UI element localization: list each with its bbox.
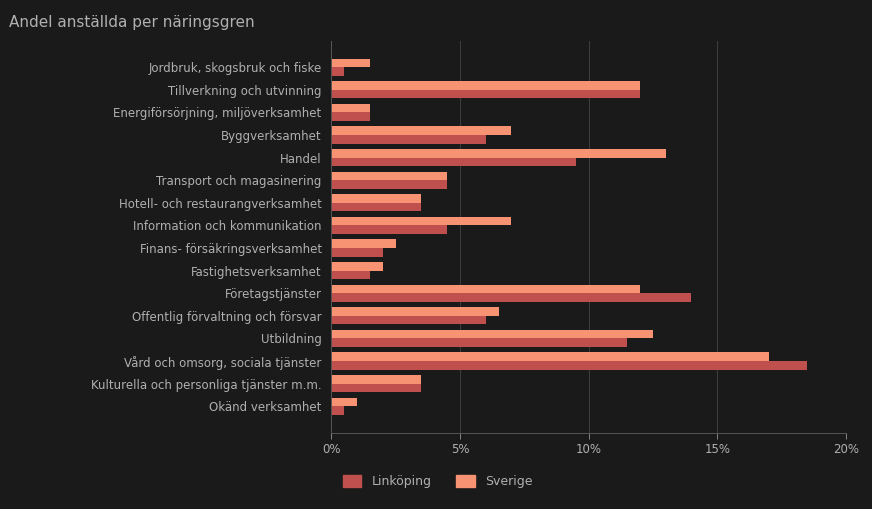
Bar: [331, 217, 511, 225]
Text: Andel anställda per näringsgren: Andel anställda per näringsgren: [9, 15, 255, 30]
Bar: [331, 262, 383, 271]
Bar: [331, 398, 358, 406]
Bar: [331, 158, 576, 166]
Bar: [331, 307, 499, 316]
Bar: [331, 67, 344, 76]
Bar: [331, 271, 370, 279]
Bar: [331, 361, 807, 370]
Bar: [331, 239, 396, 248]
Bar: [331, 135, 486, 144]
Bar: [331, 384, 421, 392]
Bar: [331, 248, 383, 257]
Bar: [331, 203, 421, 211]
Bar: [331, 330, 653, 338]
Legend: Linköping, Sverige: Linköping, Sverige: [337, 470, 538, 493]
Bar: [331, 225, 447, 234]
Bar: [331, 316, 486, 324]
Bar: [331, 285, 640, 293]
Bar: [331, 104, 370, 112]
Bar: [331, 59, 370, 67]
Bar: [331, 172, 447, 180]
Bar: [331, 194, 421, 203]
Bar: [331, 352, 769, 361]
Bar: [331, 406, 344, 415]
Bar: [331, 90, 640, 98]
Bar: [331, 338, 627, 347]
Bar: [331, 126, 511, 135]
Bar: [331, 180, 447, 189]
Bar: [331, 81, 640, 90]
Bar: [331, 149, 666, 158]
Bar: [331, 293, 691, 302]
Bar: [331, 375, 421, 384]
Bar: [331, 112, 370, 121]
